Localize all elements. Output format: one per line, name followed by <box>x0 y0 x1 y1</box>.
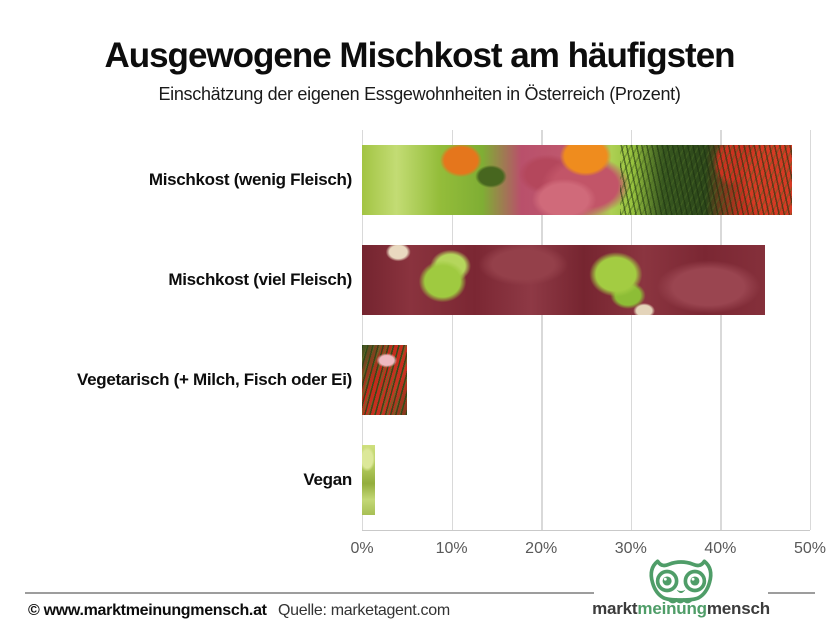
gridline-10pct <box>451 130 453 530</box>
logo-wordmark: marktmeinungmensch <box>592 599 770 619</box>
x-tick-label: 40% <box>704 540 737 557</box>
owl-icon <box>649 559 713 604</box>
gridline-0pct <box>362 130 364 530</box>
x-axis: 0% 10% 20% 30% 40% 50% <box>350 540 826 562</box>
category-label-row: Vegan <box>0 430 352 530</box>
category-label: Mischkost (wenig Fleisch) <box>148 170 352 189</box>
category-label: Vegetarisch (+ Milch, Fisch oder Ei) <box>77 370 352 389</box>
gridline-50pct <box>810 130 812 530</box>
logo-word-mensch: mensch <box>706 599 770 618</box>
category-label: Mischkost (viel Fleisch) <box>168 270 352 289</box>
bar-row <box>362 430 810 530</box>
bar-mischkost-viel-fleisch <box>362 245 766 315</box>
bar-row <box>362 130 810 230</box>
chart-subtitle: Einschätzung der eigenen Essgewohnheiten… <box>158 84 681 104</box>
gridline-20pct <box>541 130 543 530</box>
x-tick-label: 0% <box>350 540 374 557</box>
category-axis: Mischkost (wenig Fleisch) Mischkost (vie… <box>0 130 352 530</box>
bar-photo-texture <box>620 145 793 215</box>
plot-area <box>362 130 812 531</box>
marktmeinungmensch-logo: marktmeinungmensch <box>592 558 770 624</box>
bar-row <box>362 330 810 430</box>
gridline-30pct <box>630 130 633 530</box>
footer-divider <box>25 592 815 594</box>
bar-mischkost-wenig-fleisch <box>362 145 793 215</box>
x-tick-label: 30% <box>614 540 647 557</box>
chart-title: Ausgewogene Mischkost am häufigsten <box>104 36 735 75</box>
bar-vegan <box>362 445 376 515</box>
x-tick-label: 50% <box>793 540 827 557</box>
bar-row <box>362 230 810 330</box>
x-tick-label: 10% <box>435 540 468 557</box>
category-label-row: Mischkost (wenig Fleisch) <box>0 130 352 230</box>
logo-word-meinung: meinung <box>637 599 707 618</box>
category-label-row: Mischkost (viel Fleisch) <box>0 230 352 330</box>
category-label-row: Vegetarisch (+ Milch, Fisch oder Ei) <box>0 330 352 430</box>
bar-vegetarisch <box>362 345 407 415</box>
category-label: Vegan <box>303 470 352 489</box>
source-text: Quelle: marketagent.com <box>278 602 450 619</box>
logo-word-markt: markt <box>592 599 638 618</box>
copyright-text: © www.marktmeinungmensch.at <box>28 602 267 619</box>
gridline-40pct <box>720 130 722 530</box>
x-tick-label: 20% <box>525 540 558 557</box>
